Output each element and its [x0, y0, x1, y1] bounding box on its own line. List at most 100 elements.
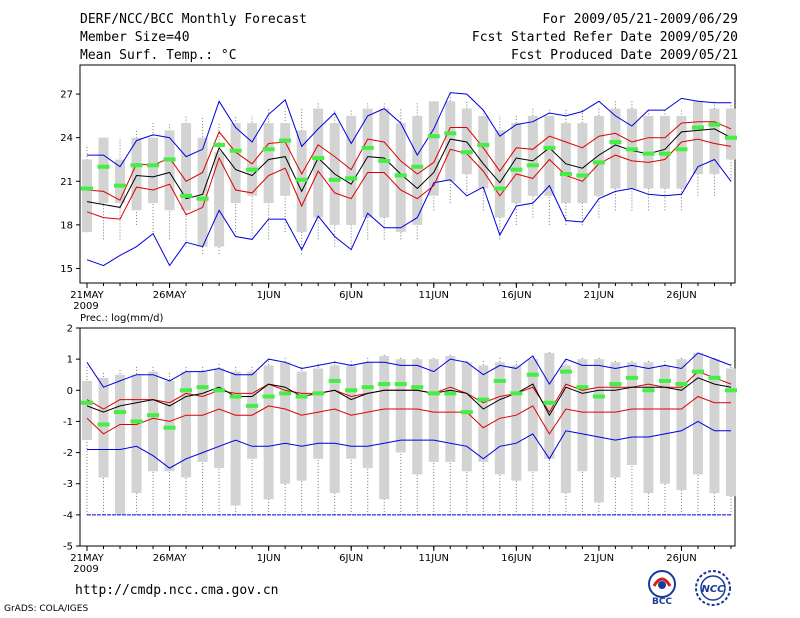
obs-mark: [576, 385, 589, 390]
variable-label: Mean Surf. Temp.: °C: [80, 48, 237, 63]
box: [247, 123, 258, 196]
chart-title: DERF/NCC/BCC Monthly Forecast: [80, 12, 307, 27]
y-tick-label: -2: [63, 448, 73, 459]
y-tick-label: 18: [60, 220, 73, 231]
obs-mark: [312, 391, 325, 396]
box: [692, 101, 703, 174]
box: [709, 359, 720, 494]
box: [544, 352, 555, 459]
obs-mark: [229, 148, 242, 153]
y-tick-label: 2: [67, 324, 73, 335]
obs-mark: [114, 183, 127, 188]
obs-mark: [526, 163, 539, 168]
box: [362, 108, 373, 218]
obs-mark: [279, 138, 292, 143]
obs-mark: [444, 131, 457, 136]
obs-mark: [691, 369, 704, 374]
series-max-line: [86, 352, 732, 388]
started-date: Fcst Started Refer Date 2009/05/20: [471, 30, 738, 45]
box: [164, 130, 175, 211]
box: [511, 123, 522, 204]
box: [709, 108, 720, 174]
obs-mark: [642, 151, 655, 156]
obs-mark: [411, 164, 424, 169]
box: [115, 159, 126, 204]
obs-mark: [725, 388, 737, 393]
box: [82, 159, 92, 233]
box: [230, 371, 241, 506]
obs-mark: [559, 369, 572, 374]
x-tick-label: 1JUN: [257, 290, 281, 301]
box: [148, 371, 159, 472]
box: [98, 377, 109, 478]
box: [395, 359, 406, 453]
box: [676, 115, 687, 189]
obs-mark: [196, 385, 209, 390]
obs-mark: [262, 394, 275, 399]
box: [346, 365, 357, 459]
obs-mark: [444, 391, 457, 396]
obs-mark: [312, 156, 325, 161]
obs-mark: [592, 394, 605, 399]
box: [263, 123, 274, 204]
obs-mark: [559, 172, 572, 176]
obs-mark: [609, 382, 622, 387]
x-tick-label: 11JUN: [419, 290, 449, 301]
obs-mark: [477, 142, 490, 147]
x-tick-label: 21JUN: [584, 553, 614, 564]
x-tick-label: 26MAY: [153, 290, 187, 301]
box: [82, 380, 92, 441]
box: [726, 368, 736, 497]
obs-mark: [361, 145, 374, 150]
box: [131, 137, 142, 211]
box: [560, 365, 571, 494]
footer-url[interactable]: http://cmdp.ncc.cma.gov.cn: [75, 583, 279, 598]
box: [412, 115, 423, 225]
box: [313, 368, 324, 459]
box: [610, 108, 621, 189]
obs-mark: [592, 160, 605, 165]
obs-mark: [130, 419, 143, 424]
y-tick-label: -1: [63, 417, 73, 428]
bcc-logo-text: BCC: [652, 597, 672, 606]
box: [197, 137, 208, 247]
box: [412, 359, 423, 475]
obs-mark: [147, 413, 160, 418]
obs-mark: [510, 391, 523, 396]
obs-mark: [675, 147, 688, 152]
obs-mark: [675, 382, 688, 387]
obs-mark: [97, 422, 110, 427]
box: [280, 123, 291, 196]
member-size: Member Size=40: [80, 30, 190, 45]
x-year-label: 2009: [73, 301, 98, 312]
box: [511, 365, 522, 481]
obs-mark: [427, 391, 440, 396]
series-lower-line: [86, 395, 731, 435]
x-tick-label: 6JUN: [339, 553, 363, 564]
obs-mark: [625, 147, 638, 152]
ncc-logo-text: NCC: [701, 584, 725, 595]
y-tick-label: 1: [67, 355, 73, 366]
obs-mark: [493, 186, 506, 191]
obs-mark: [213, 388, 226, 393]
box: [131, 374, 142, 494]
box: [346, 115, 357, 225]
box: [461, 362, 472, 472]
obs-mark: [427, 134, 440, 139]
obs-mark: [708, 375, 721, 380]
box: [544, 115, 555, 196]
y-tick-label: 27: [60, 90, 73, 101]
obs-mark: [609, 140, 622, 145]
x-tick-label: 26JUN: [666, 290, 696, 301]
obs-mark: [345, 388, 358, 393]
obs-mark: [345, 176, 358, 181]
box: [593, 115, 604, 196]
box: [494, 130, 505, 218]
obs-mark: [543, 145, 556, 150]
y-tick-label: 21: [60, 177, 73, 188]
obs-mark: [460, 410, 473, 415]
obs-mark: [658, 151, 671, 156]
obs-mark: [295, 177, 308, 182]
box: [329, 365, 340, 494]
obs-mark: [180, 193, 193, 198]
